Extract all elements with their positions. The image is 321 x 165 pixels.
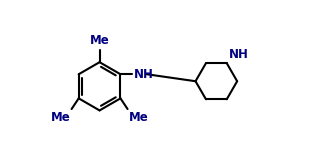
Text: Me: Me — [51, 111, 71, 124]
Text: Me: Me — [129, 111, 148, 124]
Text: NH: NH — [134, 68, 153, 81]
Text: Me: Me — [90, 34, 109, 48]
Text: NH: NH — [229, 48, 249, 61]
